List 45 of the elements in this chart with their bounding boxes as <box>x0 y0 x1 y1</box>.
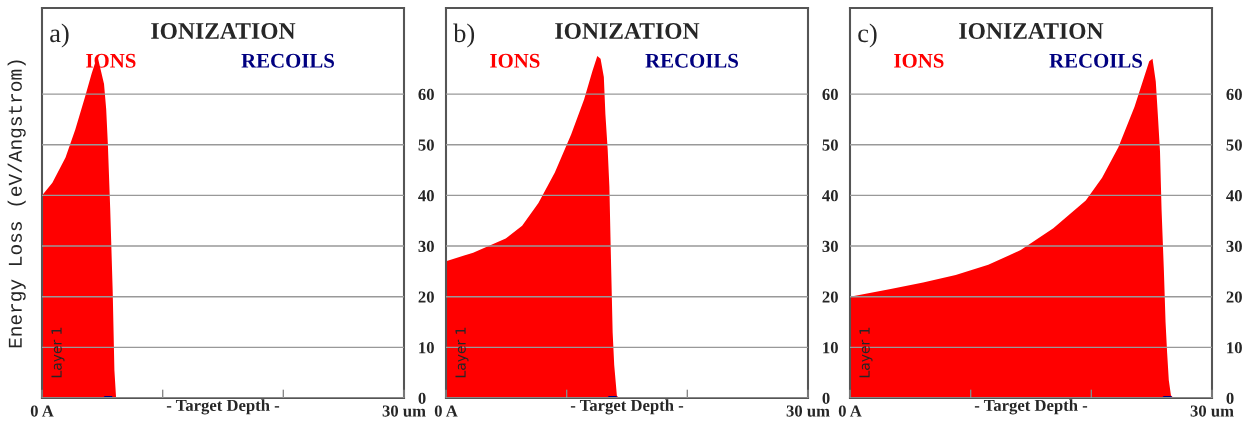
y-tick-label: 60 <box>822 88 838 101</box>
y-tick-label: 40 <box>1226 190 1242 202</box>
x-tick-label: 30 um <box>382 405 426 417</box>
annotation: Layer 1 <box>859 327 873 378</box>
x-tick-label: 0 A <box>838 405 862 417</box>
text: RECOILS <box>241 53 334 68</box>
y-tick-label: 0 <box>418 392 426 404</box>
x-axis-title: - Target Depth - <box>570 399 684 415</box>
y-tick-label: 30 <box>1226 240 1242 252</box>
y-tick-label: 50 <box>1226 139 1242 151</box>
y-tick-label: 30 <box>418 240 434 252</box>
y-tick-label: 10 <box>1227 342 1242 354</box>
y-axis-title: Energy Loss (eV/Angstrom) <box>7 60 26 348</box>
x-tick-label: 30 um <box>786 405 830 417</box>
text: IONS <box>894 53 944 68</box>
x-axis-title: - Target Depth - <box>974 399 1088 415</box>
x-tick-label: 0 A <box>434 405 458 417</box>
y-tick-label: 50 <box>418 139 434 151</box>
y-tick-label: 0 <box>1226 392 1234 404</box>
annotation: Layer 1 <box>455 327 469 378</box>
chart-title: IONIZATION <box>959 23 1104 39</box>
annotation: c) <box>858 23 877 48</box>
y-tick-label: 40 <box>822 190 838 202</box>
x-tick-label: 30 um <box>1190 405 1234 417</box>
y-tick-label: 60 <box>418 88 434 101</box>
y-tick-label: 10 <box>419 342 434 354</box>
text: RECOILS <box>645 53 738 68</box>
x-tick-label: 0 A <box>30 405 54 417</box>
y-tick-label: 60 <box>1226 88 1242 101</box>
chart-title: IONIZATION <box>151 23 296 39</box>
y-tick-label: 30 <box>822 240 838 252</box>
chart-title: IONIZATION <box>555 23 700 39</box>
y-tick-label: 40 <box>418 190 434 202</box>
y-tick-label: 20 <box>1226 291 1242 303</box>
text: RECOILS <box>1049 53 1142 68</box>
y-tick-label: 10 <box>823 342 838 354</box>
y-tick-label: 20 <box>822 291 838 303</box>
y-tick-label: 0 <box>822 392 830 404</box>
y-tick-label: 50 <box>822 139 838 151</box>
annotation: b) <box>453 23 475 48</box>
text: IONS <box>490 53 540 68</box>
annotation: Layer 1 <box>51 327 65 378</box>
x-axis-title: - Target Depth - <box>166 399 280 415</box>
y-tick-label: 20 <box>418 291 434 303</box>
annotation: a) <box>50 23 69 48</box>
